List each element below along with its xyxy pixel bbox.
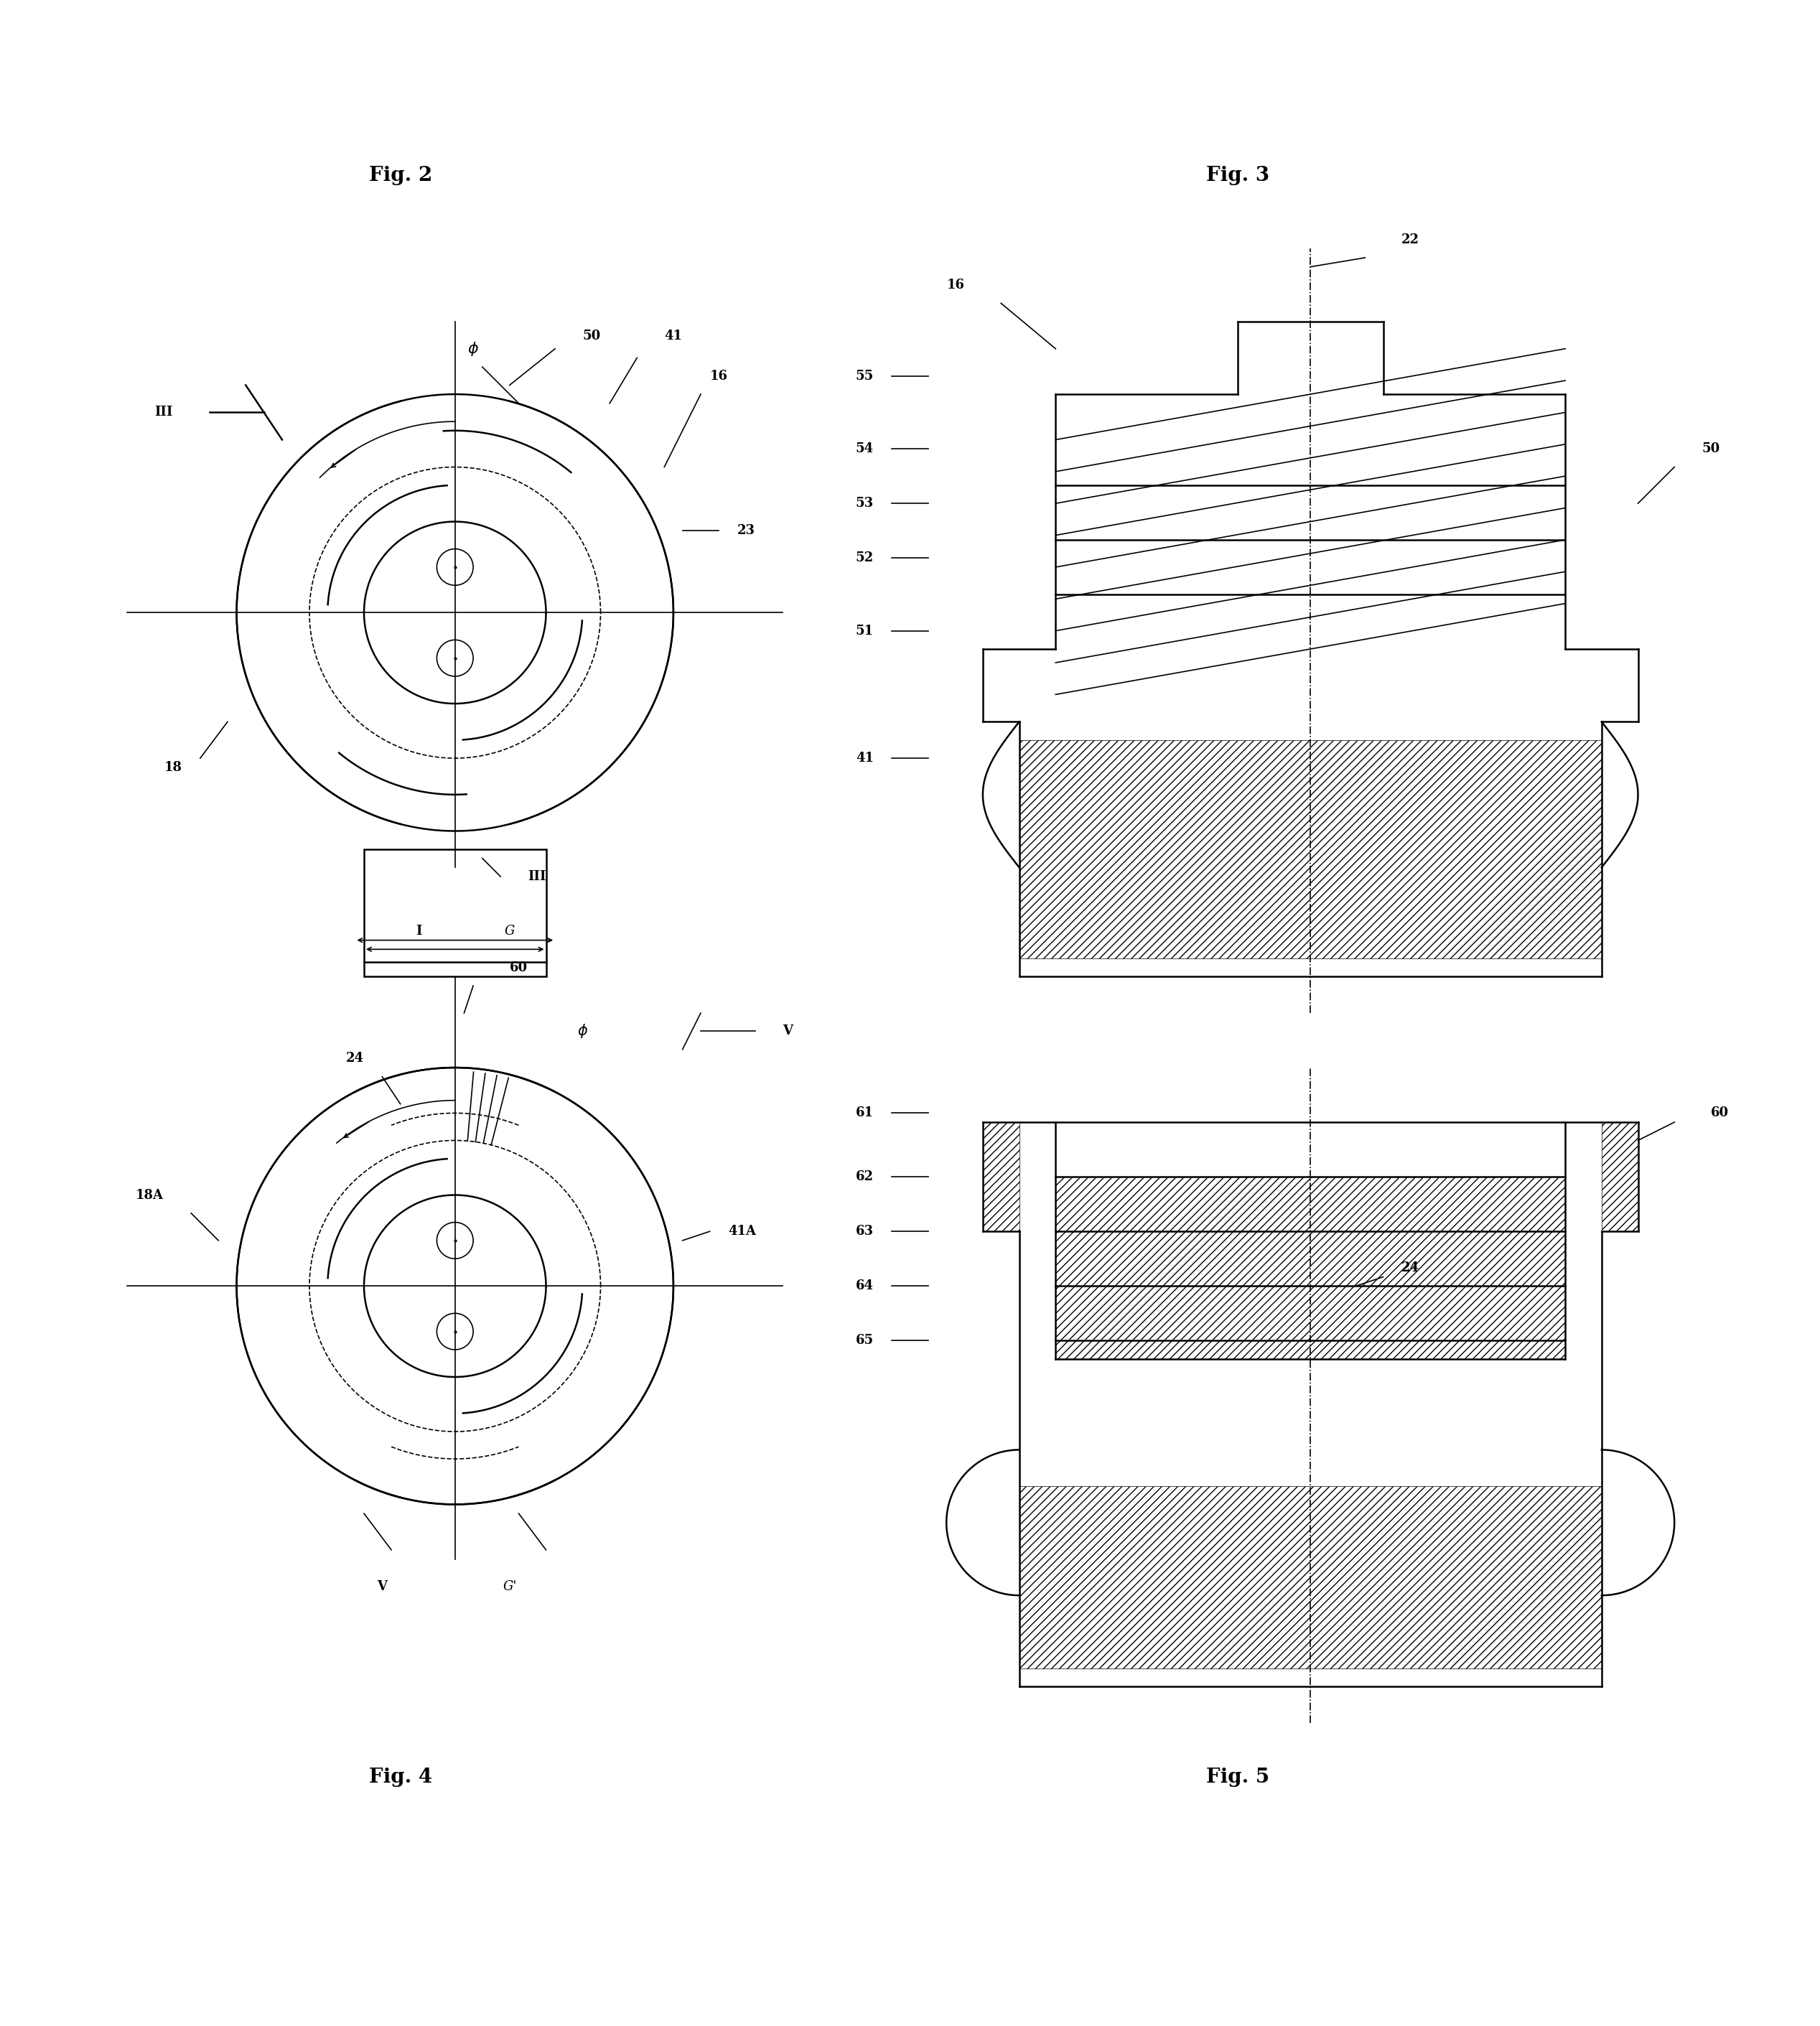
Text: Fig. 2: Fig. 2 bbox=[369, 166, 431, 186]
Text: 60: 60 bbox=[510, 960, 528, 975]
Text: 22: 22 bbox=[1401, 233, 1420, 245]
Text: G: G bbox=[504, 924, 515, 938]
Text: 53: 53 bbox=[855, 496, 874, 511]
Text: Fig. 5: Fig. 5 bbox=[1207, 1769, 1269, 1787]
Text: 52: 52 bbox=[855, 551, 874, 565]
Text: 18: 18 bbox=[164, 762, 182, 774]
Bar bbox=[983, 1122, 1019, 1232]
Text: 51: 51 bbox=[855, 624, 874, 638]
Text: 60: 60 bbox=[1711, 1106, 1729, 1120]
Bar bbox=[1056, 1177, 1565, 1359]
Text: 50: 50 bbox=[582, 330, 601, 342]
Text: 24: 24 bbox=[1401, 1262, 1420, 1274]
Text: 62: 62 bbox=[855, 1171, 874, 1183]
Text: 65: 65 bbox=[855, 1335, 874, 1347]
Text: 50: 50 bbox=[1702, 442, 1720, 456]
Text: 23: 23 bbox=[737, 525, 755, 537]
Text: 63: 63 bbox=[855, 1226, 874, 1238]
Text: 16: 16 bbox=[710, 369, 728, 383]
Text: 41A: 41A bbox=[728, 1226, 755, 1238]
Text: 55: 55 bbox=[855, 369, 874, 383]
Text: $\phi$: $\phi$ bbox=[468, 340, 479, 357]
Text: 24: 24 bbox=[346, 1051, 364, 1066]
Text: 18A: 18A bbox=[136, 1189, 164, 1201]
Text: V: V bbox=[783, 1025, 794, 1037]
Bar bbox=[1019, 1487, 1602, 1667]
Text: 54: 54 bbox=[855, 442, 874, 456]
Text: 61: 61 bbox=[855, 1106, 874, 1120]
Bar bbox=[1602, 1122, 1638, 1232]
Text: 16: 16 bbox=[946, 278, 965, 292]
Text: 41: 41 bbox=[855, 752, 874, 764]
Text: I: I bbox=[415, 924, 422, 938]
Text: $\phi$: $\phi$ bbox=[577, 1023, 588, 1039]
Bar bbox=[364, 849, 546, 977]
Text: Fig. 3: Fig. 3 bbox=[1207, 166, 1269, 186]
Text: Fig. 4: Fig. 4 bbox=[369, 1769, 431, 1787]
Bar bbox=[1019, 739, 1602, 958]
Text: 41: 41 bbox=[664, 330, 682, 342]
Text: G': G' bbox=[502, 1580, 517, 1592]
Text: III: III bbox=[155, 405, 173, 419]
Text: V: V bbox=[377, 1580, 388, 1592]
Text: 64: 64 bbox=[855, 1280, 874, 1293]
Text: III: III bbox=[528, 869, 546, 883]
